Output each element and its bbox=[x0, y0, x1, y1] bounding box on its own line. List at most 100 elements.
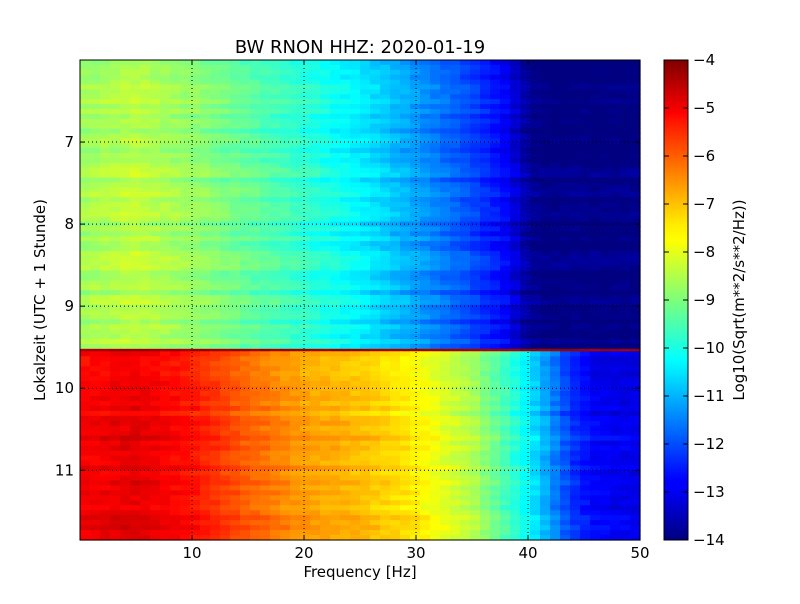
heatmap-cell bbox=[120, 118, 131, 125]
heatmap-cell bbox=[320, 148, 331, 154]
heatmap-cell bbox=[170, 241, 181, 247]
heatmap-cell bbox=[350, 309, 361, 316]
heatmap-cell bbox=[300, 172, 311, 179]
heatmap-cell bbox=[340, 339, 351, 345]
heatmap-cell bbox=[460, 343, 471, 350]
heatmap-cell bbox=[360, 314, 371, 321]
heatmap-cell bbox=[160, 440, 171, 447]
heatmap-cell bbox=[480, 275, 491, 281]
heatmap-cell bbox=[400, 455, 411, 462]
heatmap-cell bbox=[260, 167, 271, 174]
heatmap-cell bbox=[360, 381, 371, 387]
heatmap-cell bbox=[420, 410, 431, 417]
heatmap-cell bbox=[610, 177, 621, 183]
heatmap-cell bbox=[570, 410, 581, 417]
heatmap-cell bbox=[310, 250, 321, 257]
heatmap-cell bbox=[520, 485, 531, 491]
heatmap-cell bbox=[120, 246, 131, 252]
heatmap-cell bbox=[370, 415, 381, 422]
heatmap-cell bbox=[320, 361, 331, 367]
heatmap-cell bbox=[380, 211, 391, 218]
heatmap-cell bbox=[250, 182, 261, 188]
heatmap-cell bbox=[90, 366, 101, 372]
heatmap-cell bbox=[590, 148, 601, 154]
heatmap-cell bbox=[370, 201, 381, 208]
heatmap-cell bbox=[150, 356, 161, 362]
heatmap-cell bbox=[460, 470, 471, 477]
heatmap-cell bbox=[490, 455, 501, 462]
heatmap-cell bbox=[590, 319, 601, 325]
heatmap-cell bbox=[350, 275, 361, 281]
heatmap-cell bbox=[130, 197, 141, 203]
heatmap-cell bbox=[360, 84, 371, 90]
heatmap-cell bbox=[540, 475, 551, 482]
heatmap-cell bbox=[420, 465, 431, 472]
heatmap-cell bbox=[520, 280, 531, 286]
heatmap-cell bbox=[220, 133, 231, 139]
heatmap-cell bbox=[480, 314, 491, 321]
heatmap-cell bbox=[410, 334, 421, 340]
heatmap-cell bbox=[460, 64, 471, 71]
heatmap-cell bbox=[550, 216, 561, 223]
heatmap-cell bbox=[380, 334, 391, 340]
heatmap-cell bbox=[550, 490, 561, 496]
heatmap-cell bbox=[240, 148, 251, 154]
heatmap-cell bbox=[250, 314, 261, 321]
heatmap-cell bbox=[470, 329, 481, 335]
heatmap-cell bbox=[80, 201, 91, 208]
heatmap-cell bbox=[110, 89, 121, 95]
heatmap-cell bbox=[500, 64, 511, 71]
heatmap-cell bbox=[140, 400, 151, 407]
heatmap-cell bbox=[630, 89, 641, 95]
heatmap-cell bbox=[530, 270, 541, 276]
heatmap-cell bbox=[290, 285, 301, 291]
heatmap-cell bbox=[550, 143, 561, 149]
heatmap-cell bbox=[570, 211, 581, 218]
heatmap-cell bbox=[610, 480, 621, 486]
heatmap-cell bbox=[400, 304, 411, 311]
heatmap-cell bbox=[500, 162, 511, 169]
heatmap-cell bbox=[180, 64, 191, 71]
heatmap-cell bbox=[200, 172, 211, 179]
heatmap-cell bbox=[280, 167, 291, 174]
heatmap-cell bbox=[400, 324, 411, 330]
heatmap-cell bbox=[270, 246, 281, 252]
heatmap-cell bbox=[190, 405, 201, 412]
heatmap-cell bbox=[100, 226, 111, 232]
heatmap-cell bbox=[320, 157, 331, 164]
heatmap-cell bbox=[470, 221, 481, 228]
heatmap-cell bbox=[590, 485, 601, 491]
heatmap-cell bbox=[460, 177, 471, 183]
heatmap-cell bbox=[580, 236, 591, 242]
heatmap-cell bbox=[570, 64, 581, 71]
heatmap-cell bbox=[450, 319, 461, 325]
heatmap-cell bbox=[100, 425, 111, 432]
heatmap-cell bbox=[440, 69, 451, 76]
heatmap-cell bbox=[580, 187, 591, 193]
heatmap-cell bbox=[120, 361, 131, 367]
heatmap-cell bbox=[520, 216, 531, 223]
heatmap-cell bbox=[100, 430, 111, 437]
heatmap-cell bbox=[320, 211, 331, 218]
heatmap-cell bbox=[600, 250, 611, 257]
heatmap-cell bbox=[90, 395, 101, 402]
heatmap-cell bbox=[540, 314, 551, 321]
heatmap-cell bbox=[160, 79, 171, 86]
heatmap-cell bbox=[480, 376, 491, 382]
heatmap-cell bbox=[370, 221, 381, 228]
heatmap-cell bbox=[590, 94, 601, 100]
heatmap-cell bbox=[610, 455, 621, 462]
heatmap-cell bbox=[580, 206, 591, 213]
heatmap-cell bbox=[450, 241, 461, 247]
heatmap-cell bbox=[340, 211, 351, 218]
heatmap-cell bbox=[240, 348, 251, 352]
heatmap-cell bbox=[500, 167, 511, 174]
heatmap-cell bbox=[370, 74, 381, 81]
heatmap-cell bbox=[180, 108, 191, 115]
heatmap-cell bbox=[480, 366, 491, 372]
heatmap-cell bbox=[600, 99, 611, 105]
heatmap-cell bbox=[160, 395, 171, 402]
heatmap-cell bbox=[150, 490, 161, 496]
heatmap-cell bbox=[520, 324, 531, 330]
heatmap-cell bbox=[120, 280, 131, 286]
